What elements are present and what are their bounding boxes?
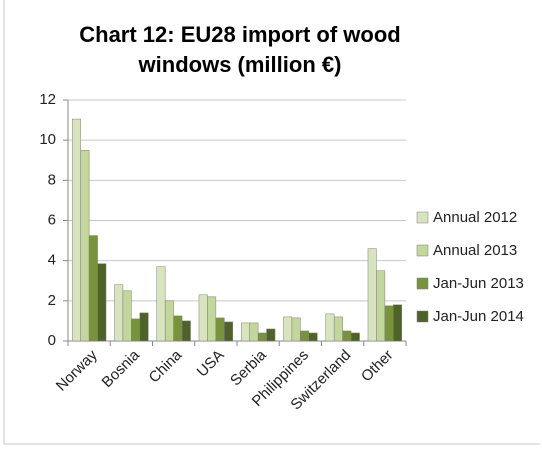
legend-swatch xyxy=(416,244,429,257)
bar xyxy=(308,332,318,342)
bar xyxy=(342,330,352,342)
bar xyxy=(88,235,98,342)
y-tick-label: 6 xyxy=(48,211,56,228)
bar xyxy=(384,305,394,342)
y-tick-label: 4 xyxy=(48,252,56,269)
y-tick-label: 0 xyxy=(48,332,56,349)
bar xyxy=(156,266,166,342)
bar xyxy=(266,328,276,342)
x-tick-label: USA xyxy=(194,347,228,381)
bar xyxy=(249,322,259,342)
legend-label: Jan-Jun 2013 xyxy=(433,275,524,292)
bar xyxy=(164,300,174,342)
bar xyxy=(131,318,141,342)
bar xyxy=(283,316,293,342)
bar xyxy=(139,312,149,342)
bar xyxy=(198,294,208,342)
x-tick-label: China xyxy=(146,346,186,386)
chart-title: Chart 12: EU28 import of wood windows (m… xyxy=(79,22,401,77)
legend-swatch xyxy=(416,277,429,290)
bar xyxy=(181,320,191,342)
legend-swatch xyxy=(416,211,429,224)
x-tick-label: Other xyxy=(358,347,397,386)
bar xyxy=(367,248,377,342)
legend-label: Annual 2012 xyxy=(433,209,517,226)
bar xyxy=(325,313,335,342)
bar xyxy=(291,317,301,342)
bar xyxy=(80,149,90,342)
bar xyxy=(97,263,107,342)
bar xyxy=(173,315,183,342)
bar xyxy=(122,290,132,342)
bar xyxy=(393,304,403,342)
bar xyxy=(71,118,81,342)
bar xyxy=(114,284,124,342)
legend-label: Jan-Jun 2014 xyxy=(433,308,524,325)
bar xyxy=(207,296,217,342)
y-tick-label: 12 xyxy=(39,91,56,108)
legend-swatch xyxy=(416,310,429,323)
y-tick-label: 8 xyxy=(48,171,56,188)
bar xyxy=(376,270,386,342)
bar xyxy=(350,332,360,342)
legend-label: Annual 2013 xyxy=(433,242,517,259)
bar xyxy=(224,321,234,342)
x-tick-label: Bosnia xyxy=(99,346,144,391)
bar xyxy=(215,317,225,342)
bar xyxy=(240,322,250,342)
y-tick-label: 10 xyxy=(39,131,56,148)
bar xyxy=(333,316,343,342)
chart-frame xyxy=(3,0,540,445)
bar xyxy=(257,332,267,342)
x-tick-label: Norway xyxy=(53,346,101,394)
bar xyxy=(300,330,310,342)
y-tick-label: 2 xyxy=(48,292,56,309)
